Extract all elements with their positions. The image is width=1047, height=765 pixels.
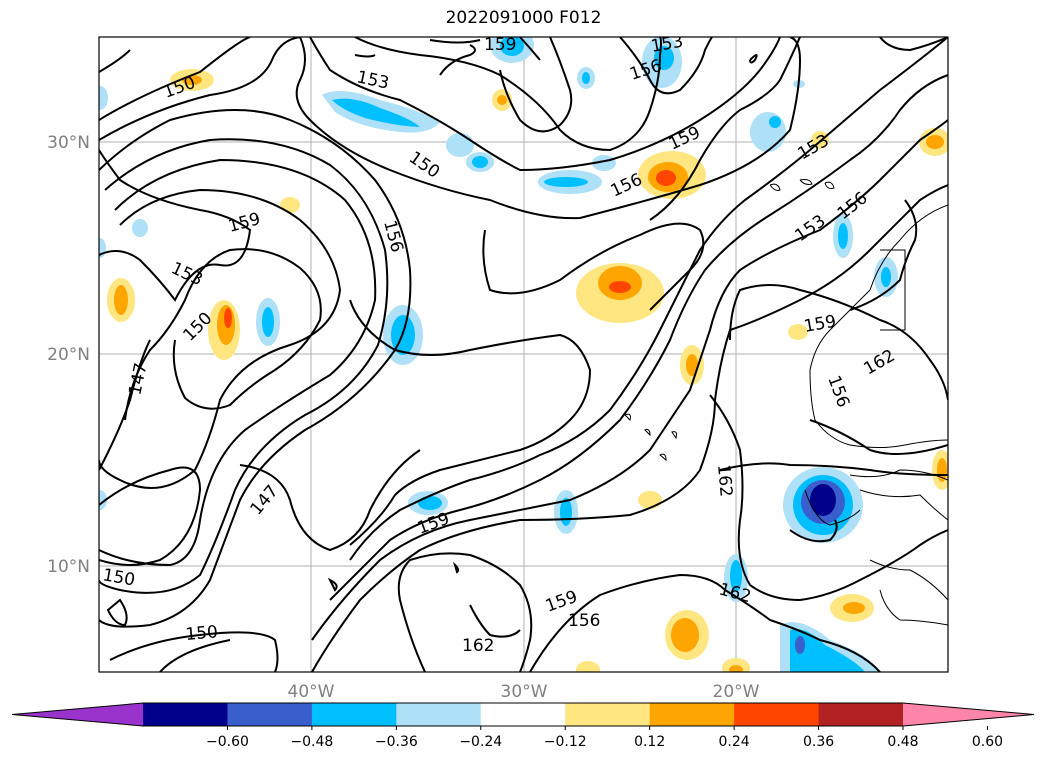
- contour-label: 156: [568, 611, 600, 631]
- shaded-anomalies: [99, 37, 948, 672]
- lon-label-20W: 20°W: [713, 682, 760, 702]
- lat-label-20N: 20°N: [47, 345, 90, 365]
- map-frame: [98, 36, 949, 673]
- map-title: 2022091000 F012: [445, 8, 602, 28]
- colorbar-extend-high: [903, 703, 1034, 726]
- colorbar-bin: [818, 703, 904, 726]
- colorbar-tick-label: 0.36: [803, 734, 834, 750]
- map-content: 159 153 156 153 150 150 159 156 153 159 …: [99, 32, 948, 672]
- contour-label: 159: [484, 35, 516, 55]
- colorbar-bin: [396, 703, 482, 726]
- colorbar-tick-label: 0.12: [634, 734, 665, 750]
- contour-label: 150: [185, 622, 219, 645]
- contour-label: 153: [649, 32, 684, 57]
- colorbar-tick-label: −0.12: [544, 734, 587, 750]
- colorbar-outline: [11, 702, 1035, 727]
- colorbar-bin: [227, 703, 313, 726]
- contour-label: 162: [462, 636, 494, 656]
- colorbar-tick-label: −0.24: [459, 734, 502, 750]
- colorbar-extend-low: [12, 703, 143, 726]
- lat-label-10N: 10°N: [47, 557, 90, 577]
- colorbar-bin: [480, 703, 566, 726]
- height-contours: [99, 37, 948, 672]
- colorbar-tick-label: 0.60: [972, 734, 1003, 750]
- colorbar-bin: [734, 703, 820, 726]
- gridlines: [99, 37, 948, 672]
- colorbar-tick-label: −0.48: [290, 734, 333, 750]
- colorbar-bin: [311, 703, 397, 726]
- colorbar-tick-label: −0.36: [375, 734, 418, 750]
- contour-label: 162: [713, 464, 736, 498]
- colorbar: −0.60 −0.48 −0.36 −0.24 −0.12 0.12 0.24 0.36 0.4…: [11, 702, 1035, 750]
- colorbar-bin: [143, 703, 228, 726]
- lon-label-30W: 30°W: [501, 682, 548, 702]
- coastlines: [624, 179, 948, 626]
- colorbar-tick-label: 0.24: [719, 734, 750, 750]
- colorbar-bin: [565, 703, 651, 726]
- lon-label-40W: 40°W: [288, 682, 335, 702]
- lat-label-30N: 30°N: [47, 133, 90, 153]
- colorbar-tick-label: −0.60: [206, 734, 249, 750]
- colorbar-tick-label: 0.48: [887, 734, 918, 750]
- colorbar-bin: [649, 703, 735, 726]
